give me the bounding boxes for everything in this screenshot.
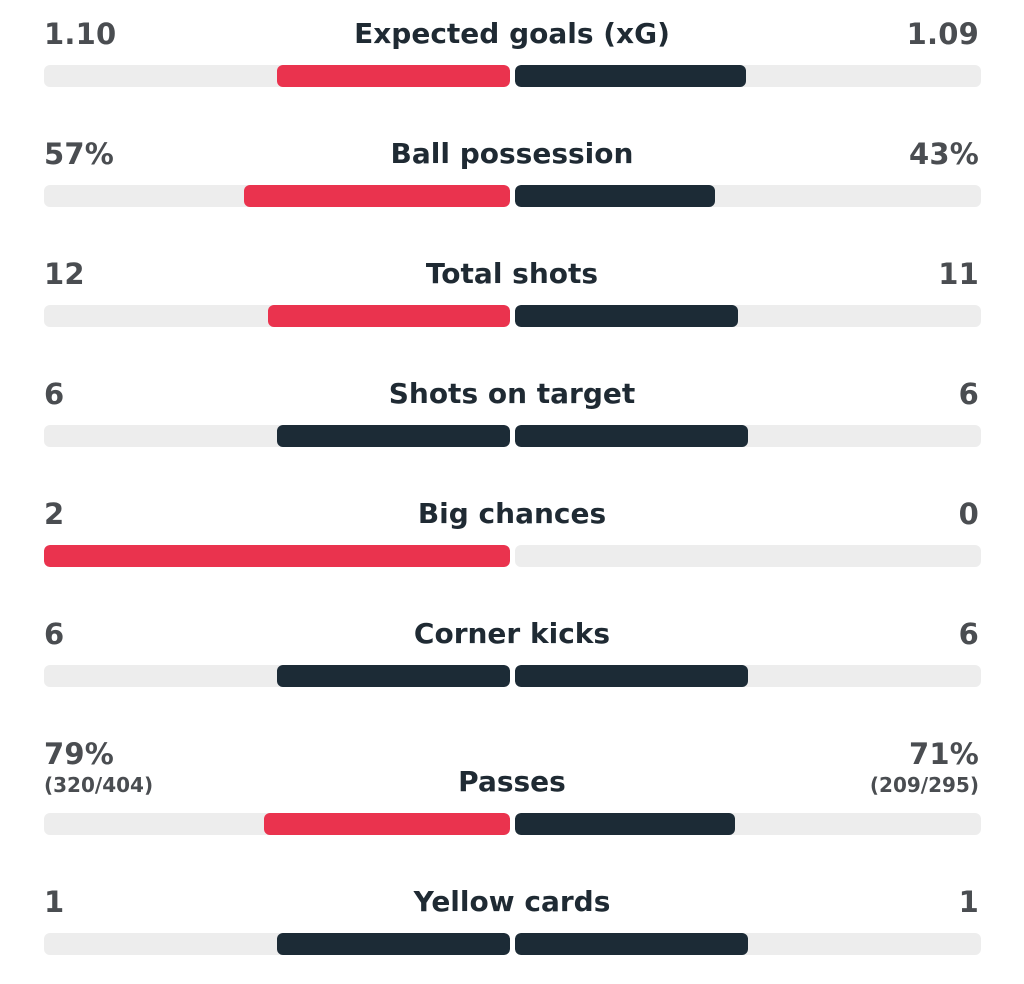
home-bar-track — [44, 305, 510, 327]
away-bar-fill — [515, 933, 748, 955]
away-bar-track — [515, 185, 981, 207]
away-bar-track — [515, 933, 981, 955]
away-bar-track — [515, 305, 981, 327]
away-bar-fill — [515, 813, 736, 835]
away-bar-fill — [515, 185, 716, 207]
home-subvalue: (320/404) — [44, 773, 154, 797]
away-bar-track — [515, 813, 981, 835]
home-bar-track — [44, 425, 510, 447]
home-bar-fill — [267, 305, 510, 327]
away-value: 1.09 — [906, 17, 979, 51]
away-value: 6 — [958, 617, 979, 651]
stat-row: 1 Yellow cards 1 — [0, 884, 1024, 984]
home-value: 57% — [44, 137, 115, 171]
home-bar-fill — [264, 813, 510, 835]
stat-row: 6 Corner kicks 6 — [0, 616, 1024, 716]
away-value: 71% — [908, 737, 979, 771]
home-value: 12 — [44, 257, 85, 291]
home-bar-fill — [277, 933, 510, 955]
stat-row: 57% Ball possession 43% — [0, 136, 1024, 236]
away-bar-fill — [515, 305, 738, 327]
home-bar-track — [44, 933, 510, 955]
home-value: 79% — [44, 737, 115, 771]
home-bar-track — [44, 185, 510, 207]
away-bar-fill — [515, 665, 748, 687]
away-bar-fill — [515, 65, 746, 87]
stat-label: Passes — [458, 765, 566, 798]
stat-row: 2 Big chances 0 — [0, 496, 1024, 596]
away-value: 0 — [958, 497, 979, 531]
home-bar-fill — [277, 665, 510, 687]
home-bar-fill — [244, 185, 510, 207]
stat-label: Ball possession — [390, 137, 634, 170]
away-value: 43% — [908, 137, 979, 171]
stat-label: Expected goals (xG) — [354, 17, 670, 50]
home-bar-fill — [44, 545, 510, 567]
home-bar-track — [44, 665, 510, 687]
away-bar-fill — [515, 425, 748, 447]
home-value: 6 — [44, 377, 65, 411]
away-bar-track — [515, 65, 981, 87]
stat-label: Shots on target — [388, 377, 636, 410]
home-bar-fill — [277, 425, 510, 447]
home-bar-track — [44, 813, 510, 835]
stat-row: 12 Total shots 11 — [0, 256, 1024, 356]
away-value: 6 — [958, 377, 979, 411]
away-subvalue: (209/295) — [869, 773, 979, 797]
away-bar-track — [515, 425, 981, 447]
home-bar-track — [44, 545, 510, 567]
stat-label: Yellow cards — [413, 885, 611, 918]
home-value: 1 — [44, 885, 65, 919]
home-value: 2 — [44, 497, 65, 531]
home-value: 1.10 — [44, 17, 117, 51]
stat-row: 79% (320/404) Passes 71% (209/295) — [0, 736, 1024, 836]
away-value: 11 — [938, 257, 979, 291]
stat-row: 6 Shots on target 6 — [0, 376, 1024, 476]
home-bar-fill — [277, 65, 510, 87]
stat-label: Big chances — [417, 497, 607, 530]
stat-row: 1.10 Expected goals (xG) 1.09 — [0, 16, 1024, 116]
away-value: 1 — [958, 885, 979, 919]
stat-label: Total shots — [425, 257, 599, 290]
stat-label: Corner kicks — [413, 617, 611, 650]
home-bar-track — [44, 65, 510, 87]
home-value: 6 — [44, 617, 65, 651]
away-bar-track — [515, 545, 981, 567]
away-bar-track — [515, 665, 981, 687]
